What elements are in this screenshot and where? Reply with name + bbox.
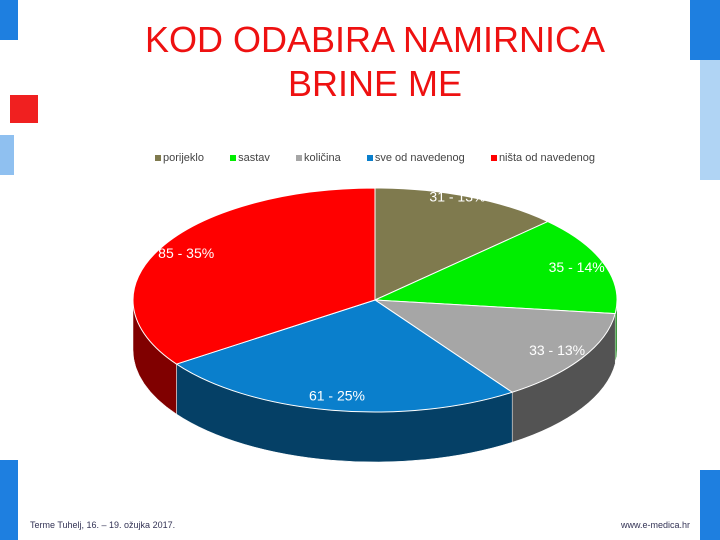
legend-swatch (230, 155, 237, 161)
legend-item: sastav (230, 152, 270, 164)
decoration (700, 470, 720, 540)
decoration (0, 135, 14, 175)
legend-item: sve od navedenog (366, 152, 465, 164)
legend-item: ništa od navedenog (490, 152, 595, 164)
slice (374, 221, 618, 315)
slice (175, 299, 514, 413)
legend: porijeklo sastav količina sve od navedenog n… (155, 152, 595, 164)
data-label: 85 - 35% (158, 245, 214, 261)
data-label: 31 - 13% (429, 189, 485, 205)
chart-title: KOD ODABIRA NAMIRNICA BRINE ME (144, 19, 606, 104)
legend-item: porijeklo (155, 152, 204, 164)
slice (132, 187, 376, 365)
legend-item: količina (296, 152, 341, 164)
legend-swatch (490, 155, 497, 161)
decoration (10, 95, 38, 123)
legend-label: ništa od navedenog (498, 152, 595, 164)
decoration (690, 0, 720, 60)
decoration (700, 60, 720, 180)
data-label: 61 - 25% (309, 388, 365, 404)
decoration (0, 460, 18, 540)
data-label: 33 - 13% (529, 342, 585, 358)
legend-label: porijeklo (163, 152, 204, 164)
slice (374, 187, 549, 301)
decoration (0, 0, 18, 40)
footer-right: www.e-medica.hr (620, 520, 690, 530)
footer-left: Terme Tuhelj, 16. – 19. ožujka 2017. (30, 520, 176, 530)
legend-label: sastav (238, 152, 270, 164)
legend-label: količina (304, 152, 341, 164)
legend-swatch (296, 155, 303, 161)
legend-swatch (366, 155, 373, 161)
slice (373, 299, 616, 393)
data-label: 35 - 14% (549, 259, 605, 275)
legend-label: sve od navedenog (374, 152, 465, 164)
legend-swatch (155, 155, 161, 161)
